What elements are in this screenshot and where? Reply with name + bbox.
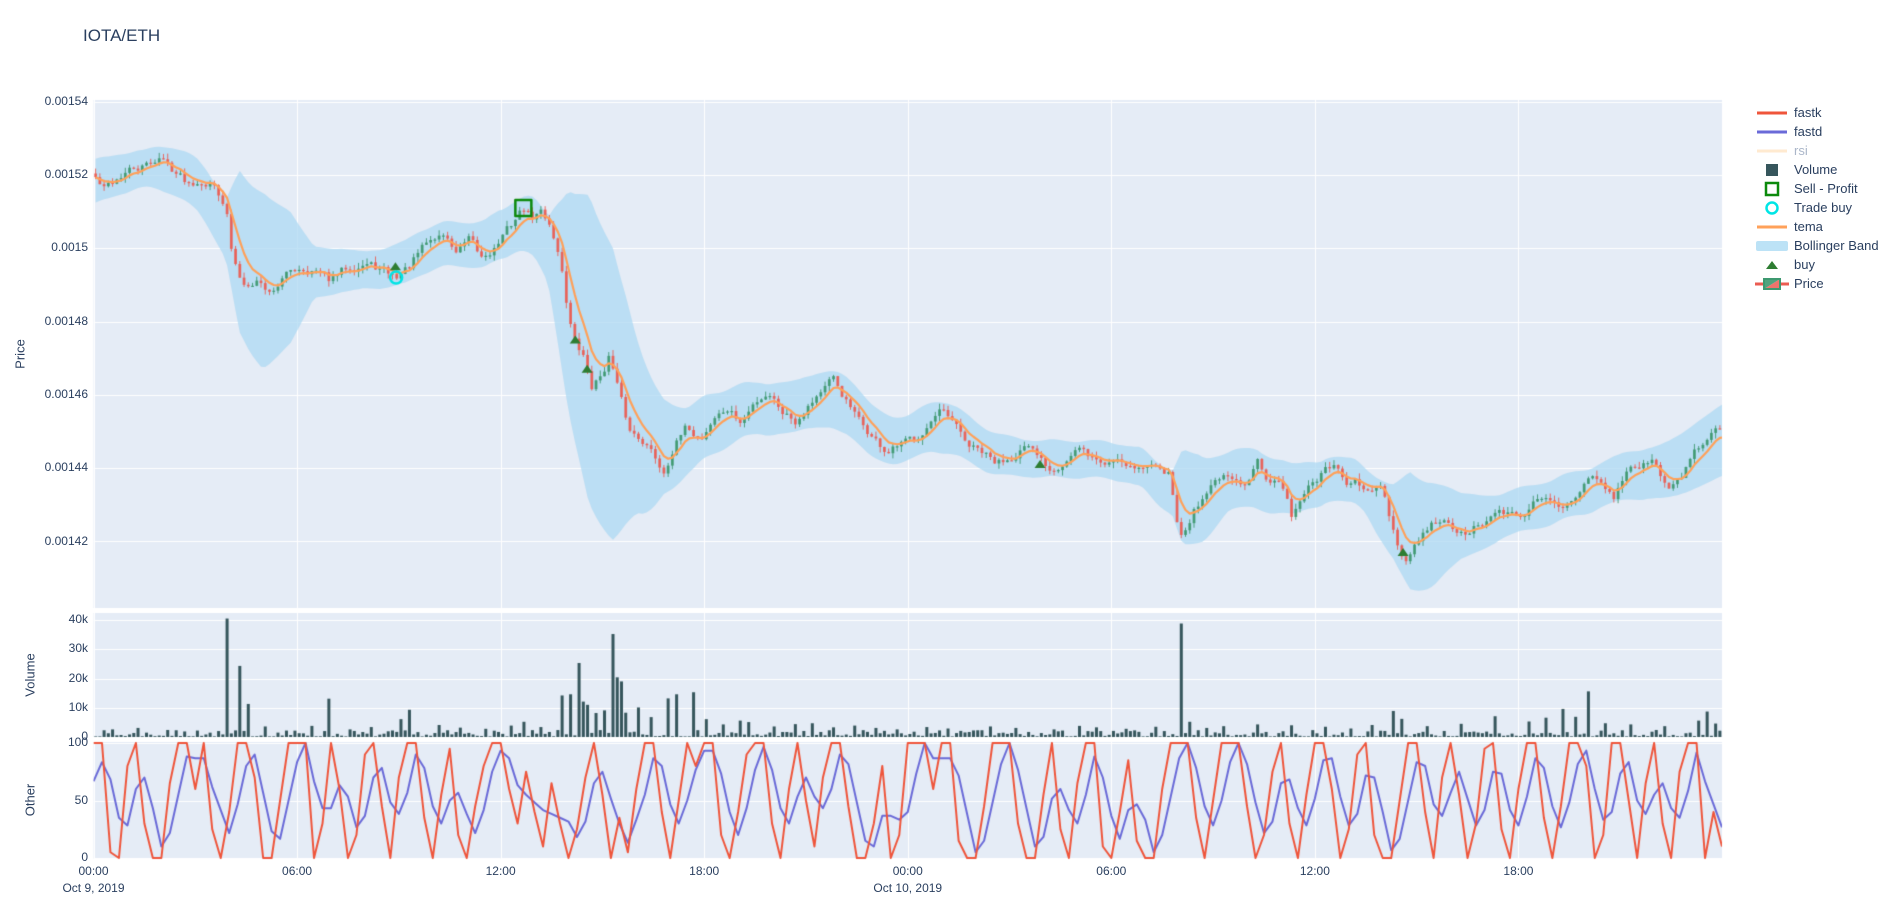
line-swatch-icon bbox=[1754, 110, 1790, 116]
x-date-0: Oct 9, 2019 bbox=[62, 881, 125, 895]
x-date-24: Oct 10, 2019 bbox=[873, 881, 943, 895]
legend-item-price[interactable]: Price bbox=[1754, 274, 1879, 293]
other-tick-0: 0 bbox=[81, 850, 88, 864]
legend: fastk fastd rsi Volume Sell - Profit Trade bu… bbox=[1754, 103, 1879, 293]
legend-item-rsi[interactable]: rsi bbox=[1754, 141, 1879, 160]
legend-item-label: Bollinger Band bbox=[1794, 238, 1879, 253]
price-tick-0.00144: 0.00144 bbox=[44, 460, 88, 475]
volume-tick-20k: 20k bbox=[68, 670, 88, 685]
candlestick-icon bbox=[1754, 276, 1790, 292]
legend-item-trade-buy[interactable]: Trade buy bbox=[1754, 198, 1879, 217]
legend-item-fastk[interactable]: fastk bbox=[1754, 103, 1879, 122]
x-tick-0: 00:00 bbox=[78, 864, 109, 878]
legend-item-label: Trade buy bbox=[1794, 200, 1853, 215]
volume-tick-0: 0 bbox=[81, 729, 88, 743]
line-swatch-icon bbox=[1754, 148, 1790, 154]
chart-title: IOTA/ETH bbox=[83, 26, 161, 45]
other-tick-100: 100 bbox=[67, 735, 88, 749]
volume-tick-10k: 10k bbox=[68, 699, 88, 714]
open-square-icon bbox=[1754, 181, 1790, 197]
triangle-icon bbox=[1754, 259, 1790, 271]
x-tick-36: 12:00 bbox=[1299, 864, 1330, 878]
price-tick-0.00142: 0.00142 bbox=[44, 533, 88, 548]
x-tick-18: 18:00 bbox=[689, 864, 720, 878]
legend-item-bollinger-band[interactable]: Bollinger Band bbox=[1754, 236, 1879, 255]
legend-item-sell-profit[interactable]: Sell - Profit bbox=[1754, 179, 1879, 198]
legend-item-fastd[interactable]: fastd bbox=[1754, 122, 1879, 141]
legend-item-label: fastk bbox=[1794, 105, 1822, 120]
legend-item-label: Sell - Profit bbox=[1794, 181, 1858, 196]
volume-tick-30k: 30k bbox=[68, 641, 88, 656]
legend-item-label: fastd bbox=[1794, 124, 1823, 139]
legend-item-label: rsi bbox=[1794, 143, 1808, 158]
line-swatch-icon bbox=[1754, 129, 1790, 135]
legend-item-label: Volume bbox=[1794, 162, 1838, 177]
price-tick-0.00148: 0.00148 bbox=[44, 313, 88, 328]
price-tick-0.00146: 0.00146 bbox=[44, 386, 88, 401]
square-icon bbox=[1754, 163, 1790, 177]
other-tick-50: 50 bbox=[74, 792, 88, 807]
open-circle-icon bbox=[1754, 200, 1790, 216]
x-tick-24: 00:00 bbox=[892, 864, 923, 878]
volume-tick-40k: 40k bbox=[68, 612, 88, 626]
x-tick-6: 06:00 bbox=[282, 864, 313, 878]
price-tick-0.00152: 0.00152 bbox=[44, 167, 88, 181]
x-tick-42: 18:00 bbox=[1503, 864, 1534, 878]
legend-item-label: buy bbox=[1794, 257, 1815, 272]
x-tick-12: 12:00 bbox=[485, 864, 516, 878]
price-axis-title: Price bbox=[12, 339, 28, 369]
legend-item-volume[interactable]: Volume bbox=[1754, 160, 1879, 179]
legend-item-label: tema bbox=[1794, 219, 1823, 234]
band-swatch-icon bbox=[1754, 240, 1790, 252]
legend-item-buy[interactable]: buy bbox=[1754, 255, 1879, 274]
x-tick-30: 06:00 bbox=[1096, 864, 1127, 878]
price-tick-0.00154: 0.00154 bbox=[44, 93, 88, 108]
price-tick-0.0015: 0.0015 bbox=[51, 240, 88, 255]
legend-item-label: Price bbox=[1794, 276, 1824, 291]
legend-item-tema[interactable]: tema bbox=[1754, 217, 1879, 236]
line-swatch-icon bbox=[1754, 224, 1790, 230]
